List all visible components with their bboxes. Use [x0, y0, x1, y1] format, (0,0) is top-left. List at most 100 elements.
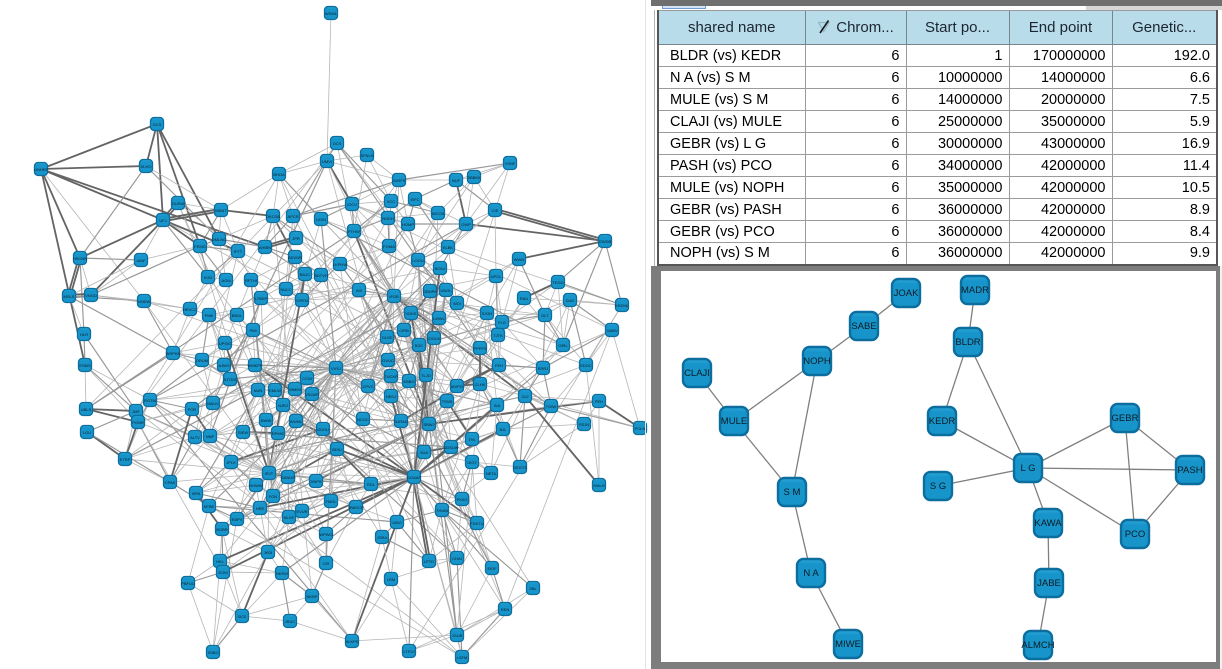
main-network-node[interactable]: VDKE	[403, 305, 419, 321]
table-cell[interactable]: 6	[804, 66, 906, 89]
main-network-edge[interactable]	[502, 423, 585, 430]
main-network-edge[interactable]	[169, 408, 193, 483]
main-network-node[interactable]: ELBK	[440, 239, 456, 255]
main-network-edge[interactable]	[195, 389, 259, 494]
main-network-edge[interactable]	[390, 578, 410, 652]
table-cell[interactable]: 6	[804, 154, 906, 177]
node-shape[interactable]	[487, 202, 503, 218]
node-shape[interactable]	[632, 420, 648, 436]
main-network-edge[interactable]	[281, 476, 415, 574]
main-network-node[interactable]: WCCB	[430, 205, 446, 221]
table-row-8[interactable]: GEBR (vs) PCO 6 36000000 42000000 8.4	[657, 220, 1218, 243]
node-shape[interactable]	[323, 493, 339, 509]
horizontal-scrollbar-track[interactable]	[651, 6, 1222, 10]
main-network-node[interactable]: EOM	[215, 564, 231, 580]
table-cell[interactable]: 35000000	[905, 176, 1009, 199]
node-shape[interactable]	[926, 405, 958, 437]
detail-network-node-MIWE[interactable]: MIWE	[832, 628, 864, 660]
main-network-node[interactable]: LGU	[79, 424, 95, 440]
main-network-edge[interactable]	[390, 395, 415, 478]
main-network-node[interactable]: CPAK	[162, 474, 178, 490]
table-row-7[interactable]: GEBR (vs) PASH 6 36000000 42000000 8.9	[657, 198, 1218, 221]
node-shape[interactable]	[313, 267, 329, 283]
node-shape[interactable]	[142, 392, 158, 408]
main-network-edge[interactable]	[495, 275, 503, 323]
node-shape[interactable]	[229, 307, 245, 323]
main-network-node[interactable]: VMDW	[136, 293, 152, 309]
node-shape[interactable]	[434, 502, 450, 518]
detail-network-node-MADR[interactable]: MADR	[959, 274, 991, 306]
node-shape[interactable]	[318, 555, 334, 571]
main-network-edge[interactable]	[447, 246, 623, 306]
node-shape[interactable]	[1032, 507, 1064, 539]
table-row-2[interactable]: MULE (vs) S M 6 14000000 20000000 7.5	[657, 88, 1218, 111]
node-shape[interactable]	[430, 205, 446, 221]
main-network-node[interactable]: KMLH	[591, 477, 607, 493]
main-network-edge[interactable]	[428, 312, 488, 425]
main-network-node[interactable]: CHAI	[449, 550, 465, 566]
main-network-node[interactable]: PEH	[591, 393, 607, 409]
column-header-2[interactable]: Start po...	[905, 10, 1009, 45]
node-shape[interactable]	[535, 360, 551, 376]
node-shape[interactable]	[401, 643, 417, 659]
main-network-edge[interactable]	[501, 314, 546, 323]
main-network-edge[interactable]	[135, 173, 280, 412]
main-network-edge[interactable]	[498, 364, 544, 369]
detail-network-node-KEDR[interactable]: KEDR	[926, 405, 958, 437]
node-shape[interactable]	[383, 193, 399, 209]
main-network-node[interactable]: JURFS	[391, 172, 407, 188]
node-shape[interactable]	[136, 293, 152, 309]
main-network-edge[interactable]	[326, 12, 332, 162]
main-network-edge[interactable]	[212, 295, 395, 404]
node-shape[interactable]	[890, 277, 922, 309]
main-network-edge[interactable]	[494, 210, 605, 244]
main-network-edge[interactable]	[550, 364, 587, 407]
main-network-node[interactable]: THUBI	[434, 502, 450, 518]
node-shape[interactable]	[426, 330, 442, 346]
main-network-node[interactable]: OEGTS	[512, 459, 527, 475]
table-cell[interactable]: 6	[804, 176, 906, 199]
main-network-node[interactable]: PBFUU	[180, 575, 196, 591]
table-cell[interactable]: 42000000	[1008, 198, 1112, 221]
main-network-node[interactable]: HRE	[252, 500, 268, 516]
node-shape[interactable]	[490, 327, 506, 343]
node-shape[interactable]	[180, 575, 196, 591]
node-shape[interactable]	[215, 564, 231, 580]
table-cell[interactable]: 34000000	[905, 154, 1009, 177]
main-network-node[interactable]: THL	[464, 431, 480, 447]
main-network-edge[interactable]	[413, 405, 552, 478]
main-network-edge[interactable]	[351, 634, 458, 642]
main-network-canvas[interactable]: WDML GCS UNHEE SLHO DUSW MSNT BHOA UFJ OKCDB APCR…	[0, 0, 650, 669]
main-network-node[interactable]: AHIBN	[257, 239, 273, 255]
main-network-node[interactable]: TLJO	[418, 367, 434, 383]
node-shape[interactable]	[214, 521, 230, 537]
detail-network-node-S M[interactable]: S M	[776, 476, 808, 508]
main-network-edge[interactable]	[292, 203, 353, 217]
main-network-edge[interactable]	[390, 521, 398, 580]
node-shape[interactable]	[472, 340, 488, 356]
detail-network-node-KAWA[interactable]: KAWA	[1032, 507, 1064, 539]
main-network-edge[interactable]	[398, 162, 511, 181]
table-row-6[interactable]: MULE (vs) NOPH 6 35000000 42000000 10.5	[657, 176, 1218, 199]
main-network-node[interactable]: GWDB	[597, 233, 613, 249]
main-network-edge[interactable]	[241, 615, 291, 622]
main-network-node[interactable]: DUSW	[170, 195, 186, 211]
main-network-node[interactable]: BDIU	[329, 441, 345, 457]
main-network-edge[interactable]	[219, 560, 283, 574]
node-shape[interactable]	[832, 628, 864, 660]
table-cell[interactable]: 170000000	[1008, 44, 1112, 67]
main-network-node[interactable]: JKDI	[260, 544, 276, 560]
main-network-edge[interactable]	[230, 367, 337, 463]
table-cell[interactable]: 42000000	[1008, 220, 1112, 243]
main-network-edge[interactable]	[367, 385, 415, 478]
main-network-node[interactable]: AOM	[218, 272, 234, 288]
main-network-edge[interactable]	[335, 275, 497, 369]
main-network-edge[interactable]	[254, 364, 337, 369]
main-network-edge[interactable]	[441, 383, 481, 511]
main-network-node[interactable]: MAUV	[205, 395, 221, 411]
main-network-edge[interactable]	[355, 476, 415, 508]
main-network-node[interactable]: LTBEP	[253, 290, 269, 306]
main-network-edge[interactable]	[259, 367, 337, 509]
main-network-edge[interactable]	[366, 154, 392, 202]
main-network-edge[interactable]	[149, 359, 203, 401]
